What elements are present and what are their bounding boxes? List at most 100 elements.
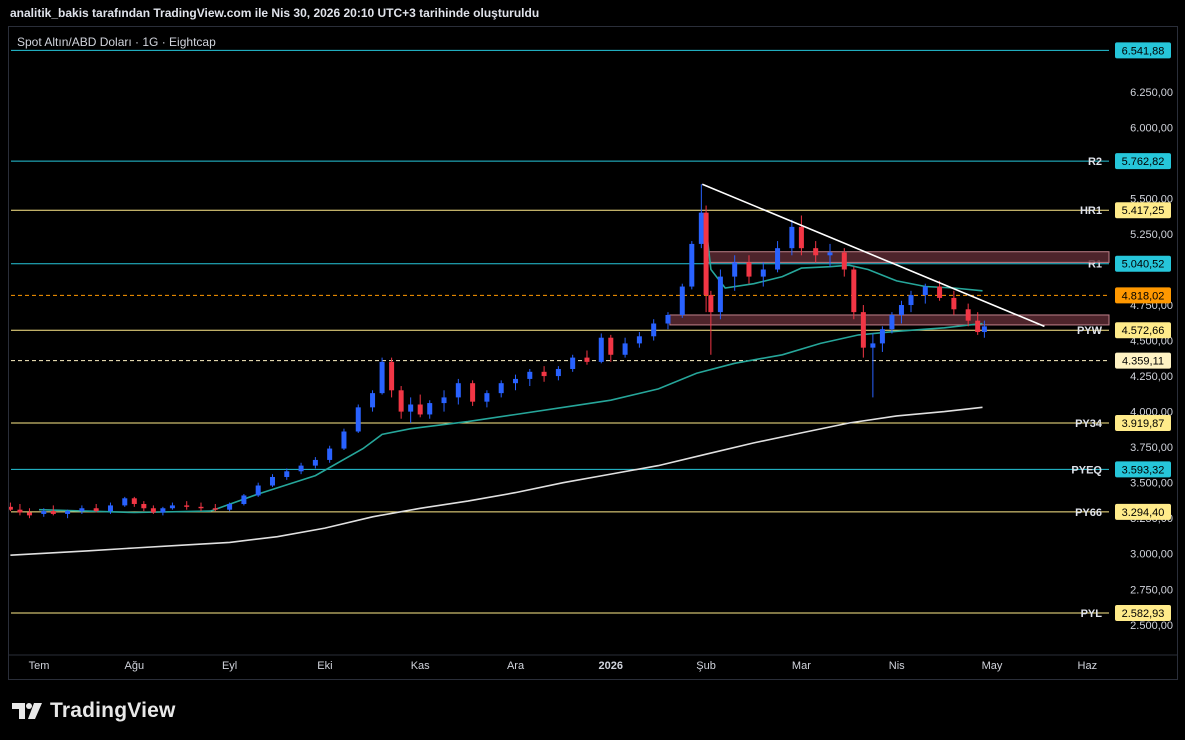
candle-body[interactable] bbox=[17, 509, 23, 513]
price-tag-label: 5.417,25 bbox=[1122, 205, 1165, 217]
candle-body[interactable] bbox=[879, 329, 885, 344]
candle-body[interactable] bbox=[41, 511, 47, 514]
ema-slow-line bbox=[10, 406, 983, 556]
candle-body[interactable] bbox=[975, 320, 981, 333]
candle-body[interactable] bbox=[889, 314, 895, 330]
candle-body[interactable] bbox=[732, 262, 738, 277]
chart-panel[interactable]: R2 HR1 R1 PYW PY34 PYEQ PY66 PYL 2.500,00 2.750,… bbox=[8, 26, 1178, 680]
candle-body[interactable] bbox=[665, 314, 671, 324]
candle-body[interactable] bbox=[107, 505, 113, 512]
level-name-label: PYL bbox=[1081, 608, 1103, 620]
y-tick-label: 3.750,00 bbox=[1130, 442, 1173, 454]
candle-body[interactable] bbox=[79, 508, 85, 512]
candle-body[interactable] bbox=[227, 503, 233, 510]
candle-body[interactable] bbox=[65, 511, 71, 514]
candle-body[interactable] bbox=[789, 226, 795, 249]
price-tag-box bbox=[1115, 42, 1171, 59]
candle-body[interactable] bbox=[269, 476, 275, 486]
candle-body[interactable] bbox=[122, 498, 128, 506]
candle-body[interactable] bbox=[9, 506, 13, 510]
candle-body[interactable] bbox=[379, 361, 385, 394]
candle-body[interactable] bbox=[298, 465, 304, 472]
candle-body[interactable] bbox=[327, 448, 333, 460]
candle-body[interactable] bbox=[717, 276, 723, 313]
candle-body[interactable] bbox=[775, 248, 781, 270]
candle-body[interactable] bbox=[470, 383, 476, 402]
candle-body[interactable] bbox=[241, 495, 247, 504]
price-tag-box bbox=[1115, 461, 1171, 478]
candle-body[interactable] bbox=[608, 337, 614, 355]
candle-body[interactable] bbox=[689, 243, 695, 287]
candle-body[interactable] bbox=[160, 508, 166, 513]
price-tag-box bbox=[1115, 153, 1171, 170]
price-tag-box bbox=[1115, 202, 1171, 219]
candle-body[interactable] bbox=[484, 393, 490, 402]
candle-body[interactable] bbox=[408, 404, 414, 412]
candle-body[interactable] bbox=[760, 269, 766, 277]
candle-body[interactable] bbox=[922, 286, 928, 296]
candle-body[interactable] bbox=[981, 326, 987, 333]
trendline[interactable] bbox=[701, 183, 1045, 328]
candle-body[interactable] bbox=[584, 357, 590, 362]
candle-body[interactable] bbox=[598, 337, 604, 362]
x-tick-label: Ağu bbox=[125, 660, 145, 672]
candle-body[interactable] bbox=[555, 368, 561, 377]
candle-body[interactable] bbox=[150, 508, 156, 513]
x-tick-label: Nis bbox=[889, 660, 905, 672]
candle-body[interactable] bbox=[455, 383, 461, 398]
candle-body[interactable] bbox=[951, 297, 957, 310]
candle-body[interactable] bbox=[527, 371, 533, 379]
candle-body[interactable] bbox=[965, 309, 971, 321]
price-tag-box bbox=[1115, 414, 1171, 431]
candle-body[interactable] bbox=[679, 286, 685, 315]
candle-body[interactable] bbox=[255, 485, 261, 496]
candle-body[interactable] bbox=[50, 511, 56, 514]
candle-body[interactable] bbox=[908, 295, 914, 306]
candle-body[interactable] bbox=[651, 323, 657, 337]
candle-body[interactable] bbox=[937, 286, 943, 298]
candle-body[interactable] bbox=[870, 343, 876, 348]
price-tag-label: 6.541,88 bbox=[1122, 45, 1165, 57]
candle-body[interactable] bbox=[636, 336, 642, 344]
candle-body[interactable] bbox=[131, 498, 137, 504]
candle-body[interactable] bbox=[26, 512, 32, 516]
candle-body[interactable] bbox=[398, 390, 404, 412]
candle-body[interactable] bbox=[860, 312, 866, 348]
candle-body[interactable] bbox=[513, 378, 518, 384]
candle-body[interactable] bbox=[184, 505, 190, 507]
candle-body[interactable] bbox=[284, 471, 290, 477]
candle-body[interactable] bbox=[798, 226, 804, 249]
candle-body[interactable] bbox=[498, 383, 504, 394]
x-tick-label: Şub bbox=[696, 660, 716, 672]
candle-body[interactable] bbox=[141, 503, 147, 509]
candle-body[interactable] bbox=[417, 404, 423, 415]
candle-body[interactable] bbox=[370, 393, 376, 408]
candle-body[interactable] bbox=[212, 508, 218, 510]
candle-body[interactable] bbox=[427, 403, 433, 415]
candle-body[interactable] bbox=[389, 361, 395, 391]
candle-body[interactable] bbox=[355, 407, 361, 432]
candle-body[interactable] bbox=[198, 506, 204, 509]
y-tick-label: 3.500,00 bbox=[1130, 478, 1173, 490]
candle-body[interactable] bbox=[851, 269, 857, 313]
candle-body[interactable] bbox=[541, 371, 547, 377]
candle-body[interactable] bbox=[708, 295, 714, 313]
candle-body[interactable] bbox=[827, 252, 833, 256]
candle-body[interactable] bbox=[841, 252, 847, 270]
candle-body[interactable] bbox=[570, 357, 576, 369]
candle-body[interactable] bbox=[441, 397, 447, 404]
price-tag-label: 3.593,32 bbox=[1122, 464, 1165, 476]
trendline-group bbox=[701, 183, 1045, 328]
tradingview-logo[interactable]: TradingView bbox=[12, 699, 176, 723]
candle-body[interactable] bbox=[341, 431, 347, 449]
candle-body[interactable] bbox=[703, 212, 709, 296]
candle-body[interactable] bbox=[169, 505, 175, 509]
candle-body[interactable] bbox=[698, 212, 704, 244]
candle-body[interactable] bbox=[813, 248, 819, 256]
candle-body[interactable] bbox=[746, 262, 752, 277]
candle-body[interactable] bbox=[312, 459, 318, 466]
candle-body[interactable] bbox=[898, 305, 904, 315]
candle-body[interactable] bbox=[622, 343, 628, 355]
candle-body[interactable] bbox=[93, 508, 99, 512]
